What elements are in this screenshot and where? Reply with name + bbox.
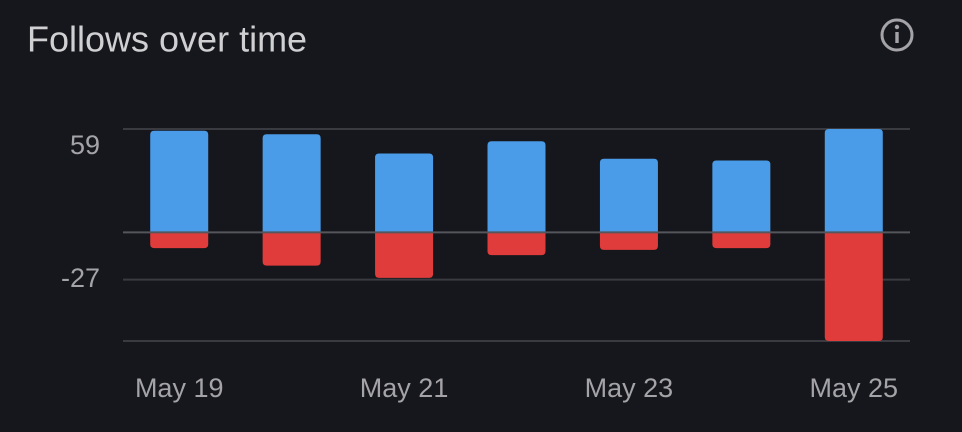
bar xyxy=(262,232,321,266)
x-tick-label: May 21 xyxy=(360,373,449,403)
bar xyxy=(599,158,658,233)
info-stem[interactable] xyxy=(895,32,899,43)
bar xyxy=(824,129,883,233)
x-tick-label: May 25 xyxy=(810,373,899,403)
info-dot[interactable] xyxy=(894,24,900,30)
bar xyxy=(599,232,658,250)
bar xyxy=(262,134,321,233)
bar xyxy=(150,232,209,249)
y-tick-label: 59 xyxy=(70,130,100,160)
info-circle[interactable] xyxy=(880,18,914,52)
bar xyxy=(375,153,434,233)
bar xyxy=(712,232,771,249)
bar xyxy=(712,160,771,233)
x-tick-label: May 19 xyxy=(135,373,224,403)
bar xyxy=(150,130,209,233)
x-tick-label: May 23 xyxy=(585,373,674,403)
bar xyxy=(824,232,883,341)
chart-title: Follows over time xyxy=(27,19,307,60)
bar xyxy=(487,141,546,233)
info-icon[interactable] xyxy=(880,18,914,52)
bar xyxy=(487,232,546,256)
bar xyxy=(375,232,434,278)
y-tick-label: -27 xyxy=(61,263,100,293)
